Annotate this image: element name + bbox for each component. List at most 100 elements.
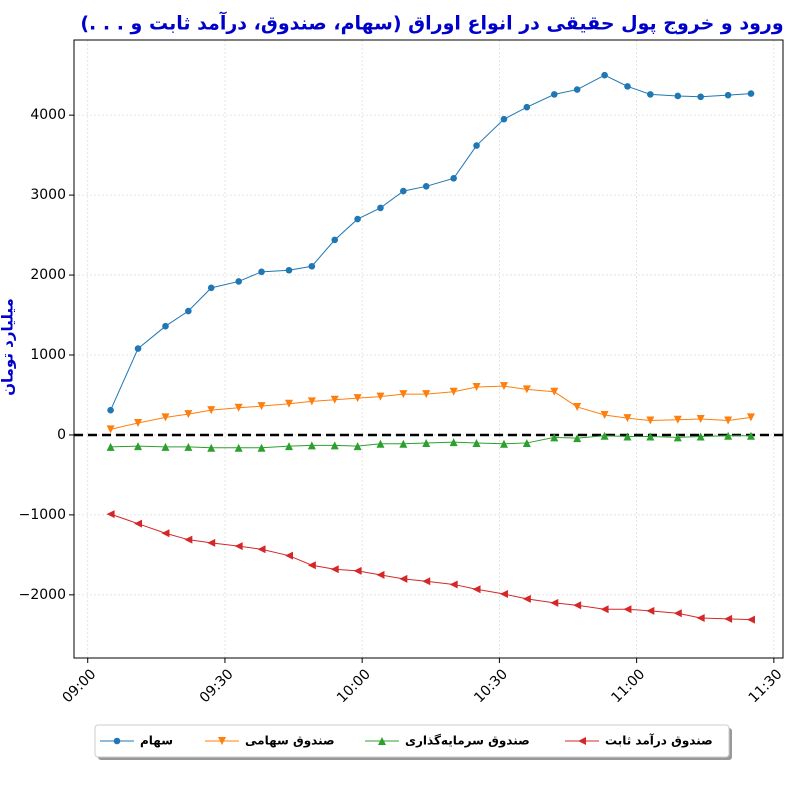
marker	[400, 187, 407, 195]
marker	[522, 594, 531, 603]
marker	[450, 175, 457, 182]
marker	[106, 442, 115, 451]
marker	[207, 443, 216, 452]
series-line	[110, 435, 751, 449]
marker	[307, 441, 316, 450]
marker	[330, 395, 339, 404]
y-tick-label: 2000	[30, 267, 66, 283]
marker	[376, 570, 385, 579]
marker	[696, 414, 705, 423]
marker	[550, 598, 559, 607]
marker	[207, 538, 216, 547]
x-tick-label: 11:30	[746, 666, 786, 706]
marker	[499, 590, 508, 599]
marker	[106, 425, 115, 434]
marker	[107, 406, 114, 414]
marker	[162, 322, 169, 330]
legend-label: صندوق سهامی	[245, 734, 335, 749]
marker	[330, 441, 339, 450]
marker	[600, 431, 609, 440]
marker	[724, 614, 733, 623]
marker	[623, 432, 632, 441]
marker	[473, 142, 480, 149]
marker	[258, 268, 265, 276]
marker	[746, 431, 755, 440]
marker	[422, 390, 431, 399]
marker	[673, 433, 682, 442]
marker	[500, 115, 508, 123]
marker	[624, 83, 631, 90]
marker	[573, 86, 581, 93]
marker	[134, 519, 143, 528]
marker	[724, 431, 733, 440]
marker	[601, 71, 608, 79]
marker	[646, 432, 655, 441]
marker	[185, 307, 192, 315]
marker	[284, 442, 293, 451]
marker	[207, 406, 216, 415]
marker	[550, 433, 559, 442]
marker	[422, 183, 430, 190]
marker	[399, 390, 408, 399]
marker	[724, 91, 732, 99]
marker	[399, 574, 408, 583]
marker	[697, 93, 704, 101]
marker	[184, 410, 193, 419]
marker	[696, 614, 705, 623]
marker	[354, 215, 361, 223]
marker	[673, 609, 682, 618]
y-tick-label: 1000	[30, 347, 66, 363]
marker	[696, 432, 705, 441]
legend-label: صندوق درآمد ثابت	[605, 733, 713, 749]
legend-label: صندوق سرمایه‌گذاری	[405, 734, 530, 749]
x-tick-label: 10:30	[471, 666, 511, 706]
marker	[308, 262, 316, 270]
marker	[161, 413, 170, 422]
marker	[523, 103, 531, 111]
marker	[134, 418, 143, 427]
marker	[674, 92, 682, 100]
legend-marker	[578, 737, 586, 745]
marker	[522, 438, 531, 447]
marker	[399, 439, 408, 448]
marker	[573, 434, 582, 443]
marker	[353, 394, 362, 403]
marker	[106, 510, 115, 519]
marker	[184, 535, 193, 544]
legend-box	[94, 724, 730, 758]
marker	[376, 439, 385, 448]
y-tick-label: −1000	[19, 507, 66, 523]
x-tick-label: 10:00	[334, 666, 374, 706]
marker	[646, 416, 655, 425]
legend-marker	[218, 737, 226, 745]
marker	[623, 414, 632, 423]
marker	[377, 204, 384, 212]
marker	[600, 410, 609, 419]
marker	[422, 577, 431, 586]
y-tick-label: −2000	[19, 587, 66, 603]
marker	[472, 438, 481, 447]
marker	[746, 615, 755, 624]
marker	[746, 413, 755, 422]
marker	[522, 385, 531, 394]
marker	[550, 91, 558, 98]
marker	[499, 439, 508, 448]
marker	[623, 605, 632, 614]
marker	[257, 443, 266, 452]
marker	[600, 605, 609, 614]
y-tick-label: 0	[57, 427, 66, 443]
marker	[353, 566, 362, 575]
series-line	[110, 513, 751, 621]
marker	[724, 416, 733, 425]
marker	[449, 438, 458, 447]
marker	[284, 399, 293, 408]
marker	[673, 415, 682, 424]
marker	[161, 442, 170, 451]
series-line	[110, 74, 752, 411]
marker	[257, 402, 266, 411]
marker	[376, 392, 385, 401]
marker	[449, 580, 458, 589]
marker	[747, 90, 755, 97]
y-tick-label: 3000	[30, 187, 66, 203]
y-tick-label: 4000	[30, 107, 66, 123]
